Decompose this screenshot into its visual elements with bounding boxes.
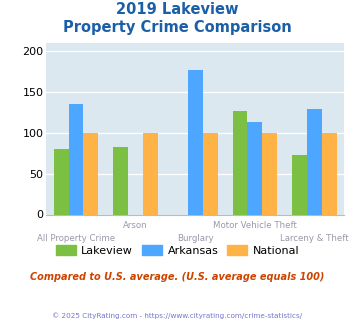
Legend: Lakeview, Arkansas, National: Lakeview, Arkansas, National [51, 241, 304, 260]
Bar [203, 133, 218, 214]
Bar [113, 147, 128, 214]
Text: Larceny & Theft: Larceny & Theft [280, 234, 349, 243]
Bar [54, 149, 69, 214]
Text: Compared to U.S. average. (U.S. average equals 100): Compared to U.S. average. (U.S. average … [30, 272, 325, 282]
Bar [292, 155, 307, 214]
Text: Property Crime Comparison: Property Crime Comparison [63, 20, 292, 35]
Bar [307, 109, 322, 214]
Bar [69, 104, 83, 214]
Bar [262, 133, 277, 214]
Text: © 2025 CityRating.com - https://www.cityrating.com/crime-statistics/: © 2025 CityRating.com - https://www.city… [53, 312, 302, 318]
Text: Burglary: Burglary [177, 234, 214, 243]
Bar [322, 133, 337, 214]
Bar [188, 70, 203, 214]
Text: Motor Vehicle Theft: Motor Vehicle Theft [213, 221, 297, 230]
Bar [83, 133, 98, 214]
Bar [247, 122, 262, 214]
Bar [233, 111, 247, 214]
Text: Arson: Arson [123, 221, 148, 230]
Text: All Property Crime: All Property Crime [37, 234, 115, 243]
Bar [143, 133, 158, 214]
Text: 2019 Lakeview: 2019 Lakeview [116, 2, 239, 16]
